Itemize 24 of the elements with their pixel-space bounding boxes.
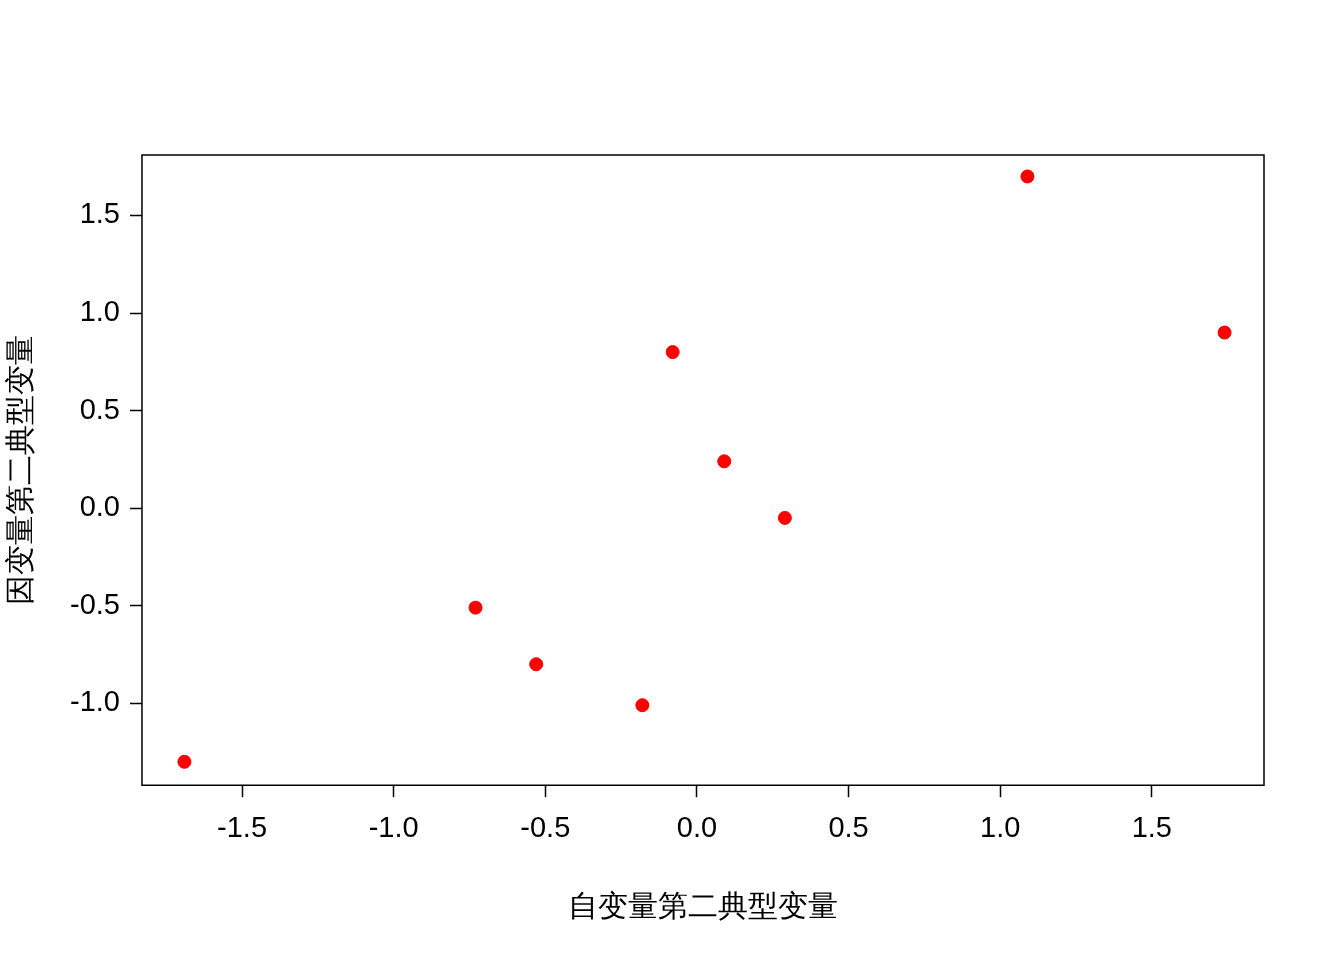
x-tick-label: -1.5 (217, 810, 268, 843)
point (177, 754, 192, 769)
point (468, 600, 483, 615)
point (635, 698, 650, 713)
point (717, 454, 732, 469)
x-tick-label: -1.0 (368, 810, 419, 843)
point (1020, 169, 1035, 184)
point (665, 345, 680, 360)
x-tick-label: 1.0 (980, 810, 1021, 843)
x-tick-label: 0.5 (828, 810, 869, 843)
point (529, 657, 544, 672)
point (777, 510, 792, 525)
x-tick-label: -0.5 (520, 810, 571, 843)
x-tick-label: 1.5 (1131, 810, 1172, 843)
y-tick-label: -1.0 (69, 685, 120, 718)
x-tick-label: 0.0 (676, 810, 718, 843)
y-tick-label: 1.5 (79, 197, 120, 230)
y-tick-label: -0.5 (69, 587, 120, 620)
y-tick-label: 1.0 (79, 295, 120, 328)
y-tick-label: 0.0 (79, 490, 120, 523)
y-tick-label: 0.5 (79, 392, 120, 425)
x-axis-title: 自变量第二典型变量 (567, 887, 838, 923)
point (1217, 325, 1232, 340)
y-axis-title: 因变量第二典型变量 (1, 335, 37, 606)
